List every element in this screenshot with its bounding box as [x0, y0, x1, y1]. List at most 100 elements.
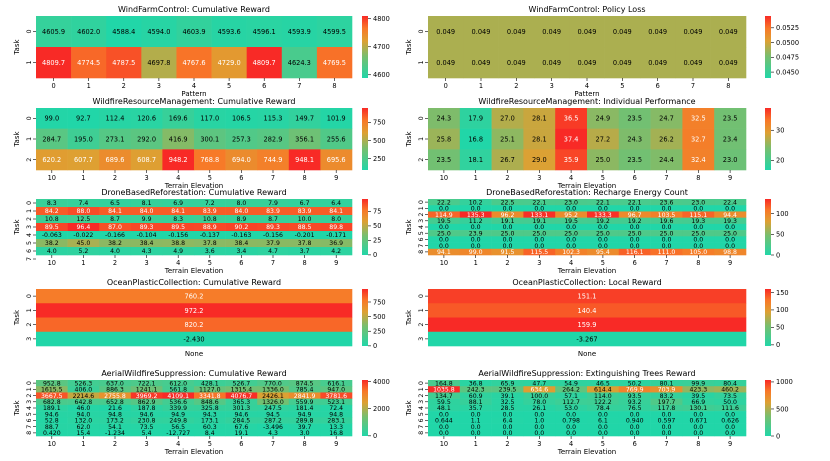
- heatmap-cell: [459, 217, 492, 225]
- x-axis-label: None: [578, 350, 596, 358]
- cell-label: 0.0: [662, 243, 672, 250]
- heatmap-cell: [523, 217, 556, 225]
- heatmap-cell: [587, 411, 620, 418]
- x-tick-label: 8: [696, 440, 700, 448]
- heatmap-cell: [618, 236, 651, 243]
- heatmap-panel-1: WindFarmControl: Policy Loss 0.049 0.049 0.…: [405, 5, 799, 98]
- colorbar-tick-label: 250: [373, 155, 386, 163]
- heatmap-cell: [130, 404, 163, 412]
- cell-label: 0.0: [534, 237, 544, 244]
- cell-label: 10.8: [45, 216, 59, 223]
- heatmap-cell: [459, 236, 492, 243]
- cell-label: 36.9: [329, 240, 343, 247]
- heatmap-cell: [320, 108, 353, 129]
- heatmap-cell: [225, 199, 258, 208]
- cell-label: 98.8: [723, 249, 737, 256]
- cell-label: 88.7: [45, 424, 59, 431]
- cell-label: 423.3: [689, 387, 707, 394]
- cell-label: 17.9: [468, 115, 483, 123]
- cell-label: 0.0: [471, 430, 481, 437]
- cell-label: 88.9: [203, 224, 217, 231]
- cell-label: 90.2: [235, 224, 249, 231]
- heatmap-cell: [491, 417, 524, 424]
- heatmap-cell: [587, 380, 620, 387]
- cell-label: 607.7: [74, 156, 93, 164]
- cell-label: 106.5: [232, 115, 251, 123]
- chart-title: OceanPlasticCollection: Local Reward: [512, 278, 661, 287]
- colorbar-tick-label: 75: [373, 208, 381, 216]
- y-tick-label: 1: [25, 137, 33, 141]
- heatmap-cell: [587, 108, 620, 129]
- heatmap-cell: [714, 108, 747, 129]
- cell-label: 159.9: [578, 321, 597, 329]
- heatmap-cell: [428, 392, 461, 399]
- heatmap-cell: [257, 215, 290, 224]
- heatmap-cell: [523, 392, 556, 399]
- cell-label: -2.430: [183, 335, 204, 343]
- cell-label: 0.0: [693, 424, 703, 431]
- heatmap-cell: [130, 417, 163, 424]
- cell-label: 0.0: [471, 206, 481, 213]
- heatmap-cell: [162, 429, 195, 437]
- heatmap-cell: [459, 223, 492, 231]
- heatmap-cell: [162, 223, 195, 232]
- colorbar: [362, 16, 368, 78]
- heatmap-cell: [534, 47, 570, 79]
- cell-label: 4.3: [142, 248, 152, 255]
- cell-label: 28.1: [532, 115, 547, 123]
- heatmap-cell: [491, 205, 524, 212]
- cell-label: 0.049: [719, 28, 738, 36]
- heatmap-cell: [714, 386, 747, 393]
- heatmap-cell: [459, 211, 492, 218]
- heatmap-cell: [194, 231, 226, 240]
- heatmap-cell: [162, 417, 195, 424]
- colorbar: [362, 380, 368, 436]
- cell-label: 83.9: [266, 208, 280, 215]
- heatmap-cell: [194, 423, 226, 431]
- y-tick-label: 3: [417, 219, 425, 223]
- cell-label: 0.049: [613, 28, 632, 36]
- heatmap-cell: [162, 404, 195, 412]
- x-axis-label: Terrain Elevation: [164, 448, 223, 456]
- heatmap-cell: [246, 16, 283, 48]
- x-tick-label: 1: [474, 440, 478, 448]
- heatmap-cell: [618, 199, 651, 206]
- cell-label: 0.0: [725, 424, 735, 431]
- colorbar-tick-label: 0: [776, 251, 780, 259]
- colorbar-tick-label: 4700: [373, 43, 390, 51]
- cell-label: 0.049: [436, 59, 455, 67]
- heatmap-cell: [555, 205, 588, 212]
- cell-label: 4624.3: [288, 59, 311, 67]
- cell-label: -3.496: [263, 424, 283, 431]
- heatmap-cell: [194, 247, 226, 256]
- colorbar: [362, 108, 368, 170]
- cell-label: 94.0: [77, 411, 91, 418]
- heatmap-cell: [523, 199, 556, 206]
- x-axis-label: Terrain Elevation: [164, 182, 223, 190]
- cell-label: 769.9: [626, 387, 644, 394]
- y-tick-label: 1: [25, 60, 33, 64]
- cell-label: 2426.1: [262, 393, 284, 400]
- cell-label: 0.049: [578, 28, 597, 36]
- cell-label: 195.0: [74, 135, 93, 143]
- x-tick-label: 3: [144, 259, 148, 267]
- cell-label: 0.0: [439, 206, 449, 213]
- cell-label: 39.5: [691, 393, 705, 400]
- cell-label: 300.1: [200, 135, 219, 143]
- cell-label: 612.0: [169, 380, 187, 387]
- heatmap-cell: [36, 398, 68, 406]
- cell-label: 0.798: [562, 418, 580, 425]
- x-tick-label: 10: [48, 259, 56, 267]
- heatmap-panel-5: DroneBasedReforestation: Recharge Energy…: [405, 188, 789, 275]
- cell-label: 1127.0: [199, 387, 221, 394]
- cell-label: 88.1: [469, 399, 483, 406]
- cell-label: -0.163: [231, 232, 251, 239]
- heatmap-cell: [587, 392, 620, 399]
- heatmap-cell: [194, 411, 226, 418]
- cell-label: 19.2: [596, 218, 610, 225]
- cell-label: 0.0: [630, 224, 640, 231]
- heatmap-cell: [176, 47, 212, 79]
- cell-label: 0.0: [503, 430, 513, 437]
- cell-label: 36.8: [469, 380, 483, 387]
- heatmap-cell: [523, 230, 556, 237]
